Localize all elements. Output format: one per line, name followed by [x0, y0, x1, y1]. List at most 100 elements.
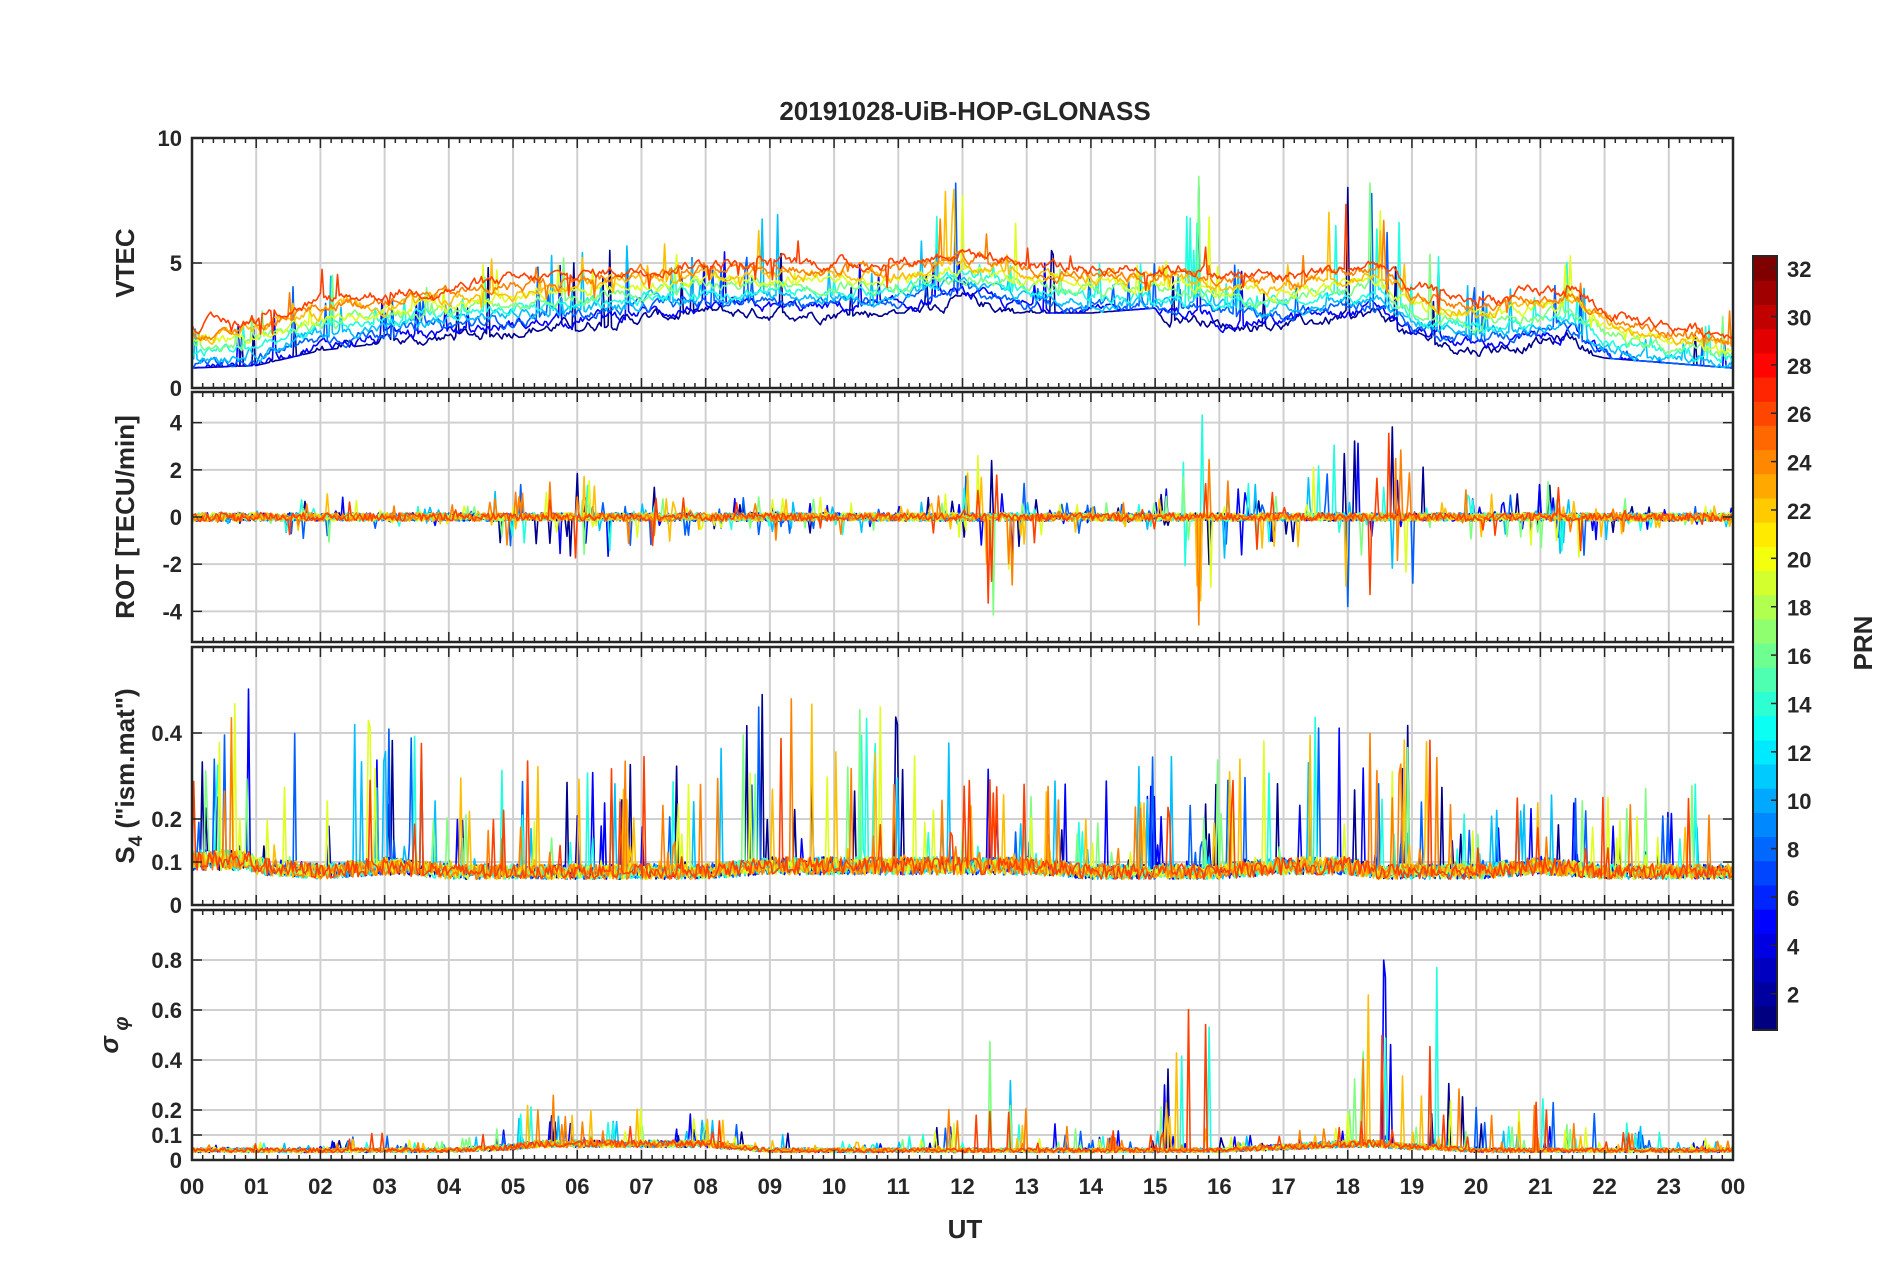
panel-sigma_phi: 00.10.2 0.4 0.6 0.8 σ φ [94, 908, 1735, 1173]
x-tick-label: 21 [1528, 1174, 1552, 1199]
series-line [192, 194, 1733, 355]
y-axis-label: S4 ("ism.mat") [110, 688, 147, 863]
y-tick-label: 0.2 [151, 1098, 182, 1123]
y-tick-label: 5 [170, 251, 182, 276]
colorbar-segment [1753, 570, 1777, 596]
colorbar-segment [1753, 280, 1777, 305]
colorbar-segment [1753, 667, 1777, 692]
colorbar-tick-label: 22 [1787, 499, 1811, 524]
y-tick-label: 0.8 [151, 948, 182, 973]
x-tick-label: 00 [180, 1174, 204, 1199]
y-tick-label: 0 [170, 1148, 182, 1173]
colorbar-tick-label: 18 [1787, 596, 1811, 621]
x-tick-label: 12 [950, 1174, 974, 1199]
series-line [192, 203, 1733, 339]
colorbar-label: PRN [1848, 616, 1878, 671]
y-tick-label: 0 [170, 376, 182, 401]
y-tick-label: 0.4 [151, 721, 182, 746]
panel-s4: 0 0.1 0.2 0.4S4 ("ism.mat") [110, 645, 1735, 918]
y-axis-label: σ φ [94, 1017, 133, 1054]
colorbar-tick-label: 28 [1787, 354, 1811, 379]
colorbar-tick-label: 32 [1787, 257, 1811, 282]
series-line [192, 218, 1733, 347]
y-tick-label: 0.1 [151, 1123, 182, 1148]
y-tick-label: 2 [170, 458, 182, 483]
y-tick-label: 0.6 [151, 998, 182, 1023]
x-tick-label: 00 [1721, 1174, 1745, 1199]
colorbar-tick-label: 26 [1787, 402, 1811, 427]
colorbar-tick-label: 10 [1787, 789, 1811, 814]
x-tick-label: 16 [1207, 1174, 1231, 1199]
series-line [192, 737, 1733, 880]
panel-vtec: 0 5 10 VTEC [110, 126, 1735, 401]
x-tick-label: 11 [887, 1174, 910, 1199]
x-axis-label: UT [948, 1214, 983, 1244]
colorbar-segment [1753, 909, 1777, 934]
series-line [192, 188, 1733, 346]
chart-title: 20191028-UiB-HOP-GLONASS [779, 96, 1150, 126]
y-axis-label: VTEC [110, 228, 140, 298]
colorbar-segment [1753, 618, 1777, 644]
y-tick-label: 0 [170, 893, 182, 918]
colorbar-tick-label: 8 [1787, 838, 1799, 863]
series-group [192, 688, 1733, 880]
colorbar-segment [1753, 812, 1777, 838]
colorbar-tick-label: 12 [1787, 741, 1811, 766]
series-line [192, 175, 1733, 358]
y-tick-label: 4 [170, 411, 183, 436]
colorbar-segment [1753, 957, 1777, 983]
x-tick-label: 13 [1014, 1174, 1038, 1199]
x-tick-label: 07 [629, 1174, 653, 1199]
y-tick-label: -2 [162, 552, 182, 577]
y-tick-label: 10 [158, 126, 182, 151]
y-tick-label: 0.4 [151, 1048, 182, 1073]
y-tick-label: 0.2 [151, 807, 182, 832]
series-line [192, 432, 1733, 604]
colorbar-tick-label: 2 [1787, 983, 1799, 1008]
colorbar-tick-label: 20 [1787, 547, 1811, 572]
x-tick-label: 04 [437, 1174, 462, 1199]
colorbar-tick-label: 30 [1787, 305, 1811, 330]
series-line [192, 184, 1733, 369]
panel-rot: -4 -2 0 2 4 ROT [TECU/min] [110, 390, 1735, 644]
series-line [192, 215, 1733, 364]
colorbar-segment [1753, 763, 1777, 789]
x-tick-label: 19 [1400, 1174, 1424, 1199]
x-tick-label: 08 [693, 1174, 717, 1199]
colorbar-tick-label: 16 [1787, 644, 1811, 669]
x-tick-label: 03 [372, 1174, 396, 1199]
colorbar-segment [1753, 376, 1777, 402]
colorbar-segment [1753, 522, 1777, 547]
x-tick-label: 23 [1657, 1174, 1681, 1199]
y-tick-label: 0.1 [151, 850, 182, 875]
x-tick-label: 17 [1271, 1174, 1295, 1199]
colorbar-tick-label: 14 [1787, 692, 1812, 717]
x-tick-label: 10 [822, 1174, 846, 1199]
series-group [192, 414, 1733, 626]
colorbar-segment [1753, 715, 1777, 741]
y-tick-label: -4 [162, 599, 182, 624]
x-tick-label: 06 [565, 1174, 589, 1199]
colorbar-tick-label: 4 [1787, 934, 1800, 959]
series-line [192, 186, 1733, 369]
colorbar-segment [1753, 425, 1777, 451]
y-tick-label: 0 [170, 505, 182, 530]
x-tick-label: 01 [244, 1174, 268, 1199]
x-tick-label: 05 [501, 1174, 525, 1199]
x-tick-label: 15 [1143, 1174, 1167, 1199]
x-tick-label: 20 [1464, 1174, 1488, 1199]
colorbar-tick-label: 24 [1787, 451, 1812, 476]
series-group [192, 175, 1733, 369]
x-tick-label: 09 [758, 1174, 782, 1199]
x-tick-label: 14 [1079, 1174, 1104, 1199]
x-tick-label: 18 [1336, 1174, 1360, 1199]
y-axis-label: ROT [TECU/min] [110, 415, 140, 619]
colorbar-segment [1753, 328, 1777, 354]
colorbar-segment [1753, 860, 1777, 886]
colorbar-segment [1753, 1005, 1777, 1031]
x-tick-label: 22 [1592, 1174, 1616, 1199]
colorbar-segment [1753, 473, 1777, 499]
